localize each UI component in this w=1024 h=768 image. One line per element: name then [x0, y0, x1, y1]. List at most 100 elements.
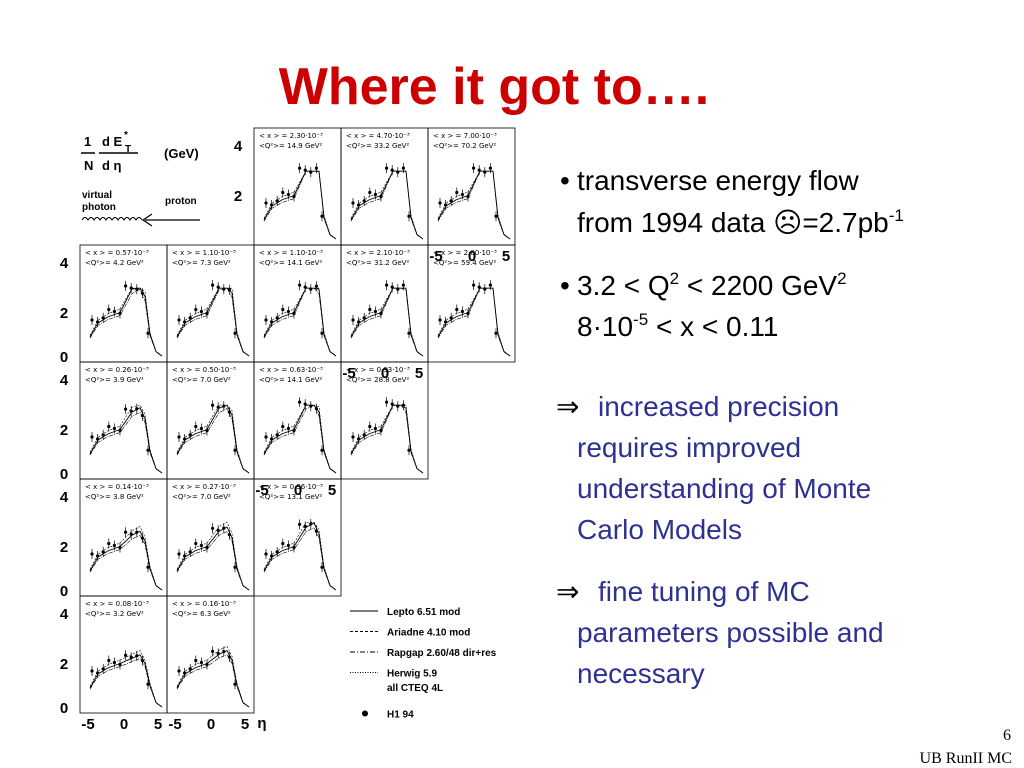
data-point [129, 286, 133, 290]
diagram-label: photon [82, 202, 116, 213]
x-label: < x > = 2.10·10⁻³ [346, 249, 410, 257]
data-point [351, 318, 355, 322]
plot-panel: < x > = 0.26·10⁻³ <Q²>= 3.9 GeV² [79, 361, 168, 480]
data-point [477, 168, 481, 172]
data-point [466, 311, 470, 316]
data-point [455, 190, 459, 195]
data-point [205, 311, 209, 316]
y-tick-label: 2 [60, 656, 68, 673]
x-label: < x > = 0.93·10⁻³ [346, 366, 410, 374]
data-point [309, 522, 313, 526]
data-point [385, 283, 389, 287]
data-point [298, 283, 302, 287]
data-point [390, 402, 394, 406]
data-point [449, 199, 453, 203]
data-point [444, 320, 448, 324]
slide-title: Where it got to…. [279, 58, 709, 116]
formula-text: d η [102, 158, 122, 173]
data-point [298, 400, 302, 404]
data-point [177, 552, 181, 556]
data-point [314, 166, 318, 170]
data-point [396, 404, 400, 408]
model-curve [176, 404, 250, 474]
superscript: 2 [837, 269, 846, 288]
q2-label: <Q²>= 28.8 GeV² [346, 376, 409, 384]
q2-label: <Q²>= 70.2 GeV² [433, 142, 496, 150]
model-curve [89, 287, 163, 357]
model-curve [263, 521, 337, 591]
data-point [118, 428, 122, 433]
data-point [222, 650, 226, 654]
data-point [205, 662, 209, 667]
diagram-label: proton [165, 196, 197, 207]
data-point [373, 192, 377, 197]
q2-label: <Q²>= 59.4 GeV² [433, 259, 496, 267]
data-point [118, 545, 122, 550]
conclusion-text: fine tuning of MC [598, 576, 810, 607]
data-point [101, 667, 105, 671]
data-point [112, 309, 116, 314]
data-point [211, 526, 215, 530]
superscript: -5 [633, 310, 648, 329]
data-point [488, 283, 492, 287]
model-curve [89, 526, 163, 591]
text-run: from 1994 data ☹=2.7pb [577, 207, 889, 238]
text-run: 3.2 < Q [577, 270, 670, 301]
model-curve [350, 287, 424, 357]
data-point [118, 662, 122, 667]
data-point [101, 433, 105, 437]
legend-marker [362, 710, 368, 717]
model-curve [89, 411, 163, 474]
data-point [129, 532, 133, 536]
x-tick-label: -5 [342, 365, 355, 382]
data-point [270, 554, 274, 558]
panel-frame [427, 244, 516, 363]
data-point [390, 285, 394, 289]
y-tick-label: 2 [60, 422, 68, 439]
legend-entry: Herwig 5.9 [387, 669, 437, 680]
bullet-text: transverse energy flow [577, 165, 859, 196]
data-point [233, 448, 237, 452]
bullet-text: from 1994 data ☹=2.7pb-1 [577, 206, 904, 238]
x-tick-label: 5 [328, 482, 336, 499]
data-point [205, 545, 209, 550]
model-curve [263, 287, 337, 357]
x-tick-label: 0 [120, 716, 128, 733]
data-point [357, 320, 361, 324]
data-point [286, 192, 290, 197]
x-label: < x > = 4.70·10⁻³ [346, 132, 410, 140]
superscript: 2 [670, 269, 679, 288]
x-label: < x > = 0.27·10⁻³ [172, 483, 236, 491]
data-point [292, 194, 296, 199]
legend-entry: Lepto 6.51 mod [387, 607, 460, 618]
data-point [90, 435, 94, 439]
data-point [270, 203, 274, 207]
x-axis-label: η [257, 715, 266, 732]
data-point [216, 285, 220, 289]
q2-label: <Q²>= 7.3 GeV² [172, 259, 231, 267]
conclusion-text: requires improved [577, 432, 801, 463]
data-point [379, 194, 383, 199]
model-curve [176, 645, 250, 708]
plot-panel: < x > = 2.00·10⁻³ <Q²>= 59.4 GeV² [427, 244, 516, 363]
x-tick-label: 0 [381, 365, 389, 382]
data-point [188, 667, 192, 671]
data-point [96, 437, 100, 441]
conclusion-text: Carlo Models [577, 514, 742, 545]
data-point [357, 203, 361, 207]
data-point [309, 404, 313, 408]
data-point [177, 435, 181, 439]
model-curve [263, 170, 337, 240]
x-label: < x > = 0.14·10⁻³ [85, 483, 149, 491]
data-point [407, 214, 411, 218]
data-point [222, 404, 226, 408]
data-point [107, 424, 111, 429]
data-point [177, 318, 181, 322]
x-tick-label: -5 [255, 482, 268, 499]
panel-frame [253, 478, 342, 597]
data-point [227, 410, 231, 414]
data-point [107, 658, 111, 663]
data-point [188, 550, 192, 554]
data-point [183, 671, 187, 675]
